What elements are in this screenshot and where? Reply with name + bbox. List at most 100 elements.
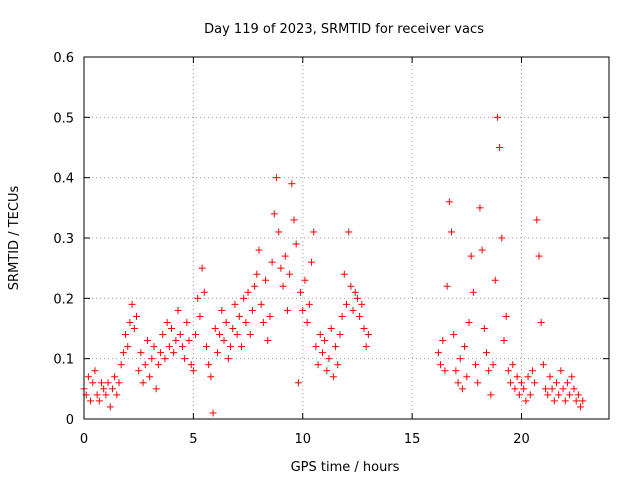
data-point: [546, 373, 554, 381]
data-point: [200, 288, 208, 296]
data-point: [349, 306, 357, 314]
data-point: [485, 367, 493, 375]
data-point: [248, 306, 256, 314]
data-point: [240, 294, 248, 302]
data-point: [124, 343, 132, 351]
data-point: [537, 318, 545, 326]
data-point: [316, 331, 324, 339]
data-point: [89, 379, 97, 387]
data-point: [308, 258, 315, 266]
data-point: [216, 331, 224, 339]
data-point: [154, 361, 162, 369]
data-point: [170, 349, 178, 357]
data-point: [351, 288, 359, 296]
data-point: [143, 337, 151, 345]
data-point: [146, 373, 154, 381]
data-point: [463, 373, 471, 381]
data-point: [159, 331, 167, 339]
data-point: [441, 367, 449, 375]
data-point: [227, 343, 235, 351]
data-point: [119, 349, 127, 357]
data-point: [336, 331, 344, 339]
data-point: [288, 180, 296, 188]
y-axis-label: SRMTID / TECUs: [7, 186, 22, 291]
data-point: [115, 379, 123, 387]
data-point: [290, 216, 298, 224]
data-point: [502, 312, 510, 320]
data-point: [292, 240, 300, 248]
data-point: [443, 282, 451, 290]
data-point: [448, 228, 455, 236]
chart-title: Day 119 of 2023, SRMTID for receiver vac…: [204, 22, 484, 37]
data-point: [555, 391, 563, 399]
data-point: [205, 361, 213, 369]
data-point: [362, 343, 370, 351]
data-point: [122, 331, 130, 339]
data-point: [189, 367, 197, 375]
data-point: [476, 204, 484, 212]
data-point: [312, 343, 320, 351]
data-point: [157, 349, 165, 357]
data-point: [522, 397, 530, 405]
data-point: [542, 385, 550, 393]
data-point: [279, 282, 287, 290]
data-point: [303, 318, 311, 326]
data-point: [84, 373, 92, 381]
data-point: [360, 325, 368, 332]
data-point: [207, 373, 215, 381]
y-tick-label: 0.3: [53, 232, 74, 247]
data-point: [111, 373, 119, 381]
data-point: [340, 270, 348, 278]
data-point: [117, 361, 125, 369]
data-point: [504, 367, 512, 375]
data-point: [487, 391, 495, 399]
data-point: [323, 367, 331, 375]
data-point: [458, 385, 466, 393]
data-point: [270, 210, 278, 218]
data-point: [574, 391, 582, 399]
data-point: [358, 300, 366, 308]
data-point: [93, 391, 101, 399]
data-point: [268, 258, 276, 266]
data-point: [141, 361, 149, 369]
data-point: [318, 349, 326, 357]
data-point: [87, 397, 95, 405]
data-point: [165, 343, 173, 351]
data-point: [238, 343, 245, 351]
data-point: [262, 276, 270, 284]
data-point: [218, 306, 226, 314]
x-tick-label: 20: [513, 432, 530, 447]
data-point: [130, 325, 138, 332]
data-point: [183, 318, 191, 326]
data-point: [264, 337, 272, 345]
data-point: [244, 288, 252, 296]
data-point: [469, 288, 477, 296]
data-point: [450, 331, 458, 339]
data-point: [257, 300, 265, 308]
data-point: [100, 385, 108, 393]
data-point: [246, 331, 254, 339]
data-point: [478, 246, 486, 254]
data-points: [80, 113, 587, 417]
data-point: [259, 318, 267, 326]
data-point: [203, 343, 210, 351]
data-point: [491, 276, 499, 284]
data-point: [327, 325, 335, 332]
data-point: [113, 391, 121, 399]
data-point: [108, 385, 116, 393]
data-point: [544, 391, 552, 399]
x-axis-label: GPS time / hours: [291, 460, 400, 475]
data-point: [233, 331, 241, 339]
data-point: [220, 337, 228, 345]
data-point: [483, 349, 490, 357]
data-point: [283, 306, 291, 314]
tick-labels: 0 0.1 0.2 0.3 0.4 0.5 0.6 0 5 10 15 20: [53, 51, 529, 447]
data-point: [196, 312, 204, 320]
x-tick-label: 15: [404, 432, 421, 447]
data-point: [242, 318, 250, 326]
data-point: [255, 246, 263, 254]
data-point: [334, 361, 342, 369]
y-tick-label: 0: [66, 413, 74, 428]
data-point: [515, 391, 523, 399]
